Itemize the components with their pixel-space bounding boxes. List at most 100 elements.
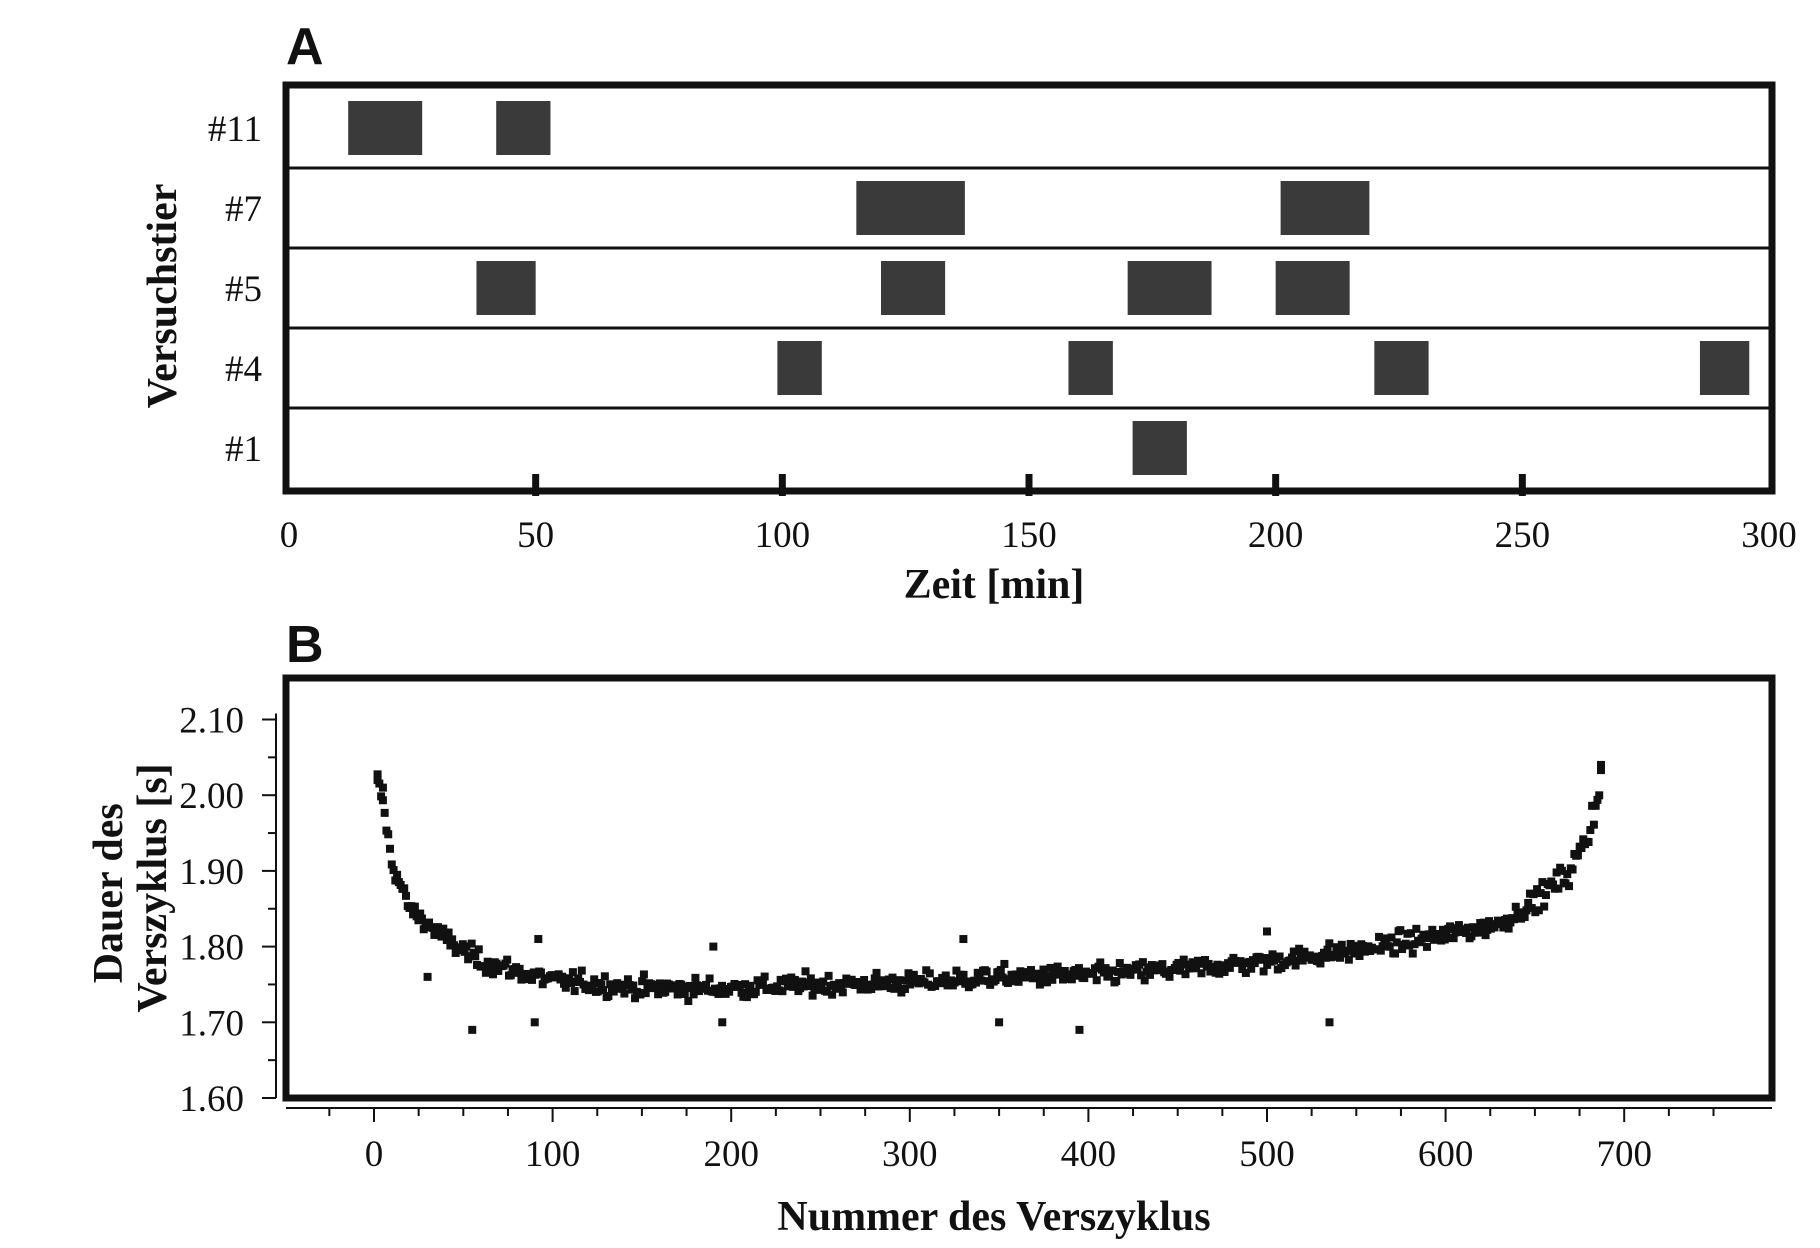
data-point — [725, 987, 734, 996]
data-point — [1428, 925, 1437, 934]
data-point — [1046, 963, 1055, 972]
data-point — [1392, 938, 1401, 947]
x-tick-label: 150 — [1001, 515, 1057, 556]
data-point — [1009, 977, 1018, 986]
data-point — [629, 981, 638, 990]
data-point — [1382, 934, 1391, 943]
data-point — [570, 987, 579, 996]
y-tick-label: 2.00 — [179, 776, 244, 817]
x-tick-label: 100 — [525, 1134, 581, 1175]
data-point — [1300, 947, 1309, 956]
data-point — [1478, 923, 1487, 932]
data-point — [1398, 945, 1407, 954]
data-point — [1039, 965, 1048, 974]
data-point — [1538, 878, 1547, 887]
y-tick-label: 2.10 — [179, 701, 244, 742]
data-point — [460, 947, 469, 956]
data-point — [515, 964, 524, 973]
data-point — [1275, 952, 1284, 961]
data-point — [925, 969, 934, 978]
data-point — [1511, 902, 1520, 911]
data-point — [1463, 923, 1472, 932]
data-point — [506, 971, 515, 980]
data-point — [714, 989, 723, 998]
x-tick-label: 200 — [1248, 515, 1304, 556]
data-point — [1325, 939, 1334, 948]
x-tick-label: 700 — [1596, 1134, 1652, 1175]
data-point — [631, 994, 640, 1003]
data-point — [1158, 960, 1167, 969]
data-point — [1557, 866, 1566, 875]
data-point — [1479, 918, 1488, 927]
data-point — [801, 967, 810, 976]
data-point — [590, 975, 599, 984]
data-point — [528, 975, 537, 984]
data-point — [952, 966, 961, 975]
panel-a-bouts — [348, 101, 1750, 475]
data-point — [1323, 945, 1332, 954]
data-point — [1462, 928, 1471, 937]
data-point — [1014, 977, 1023, 986]
data-point — [1289, 947, 1298, 956]
row-label: #1 — [225, 429, 262, 470]
data-point — [1375, 932, 1384, 941]
x-tick-label: 300 — [1741, 515, 1797, 556]
data-point — [1268, 950, 1277, 959]
x-tick-label: 200 — [703, 1134, 759, 1175]
data-point — [1474, 928, 1483, 937]
data-point — [417, 914, 426, 923]
data-point — [568, 968, 577, 977]
data-point — [805, 978, 814, 987]
data-point — [1101, 964, 1110, 973]
data-point — [1337, 940, 1346, 949]
data-point — [860, 975, 869, 984]
data-point — [1504, 924, 1513, 933]
data-point — [1089, 969, 1098, 978]
data-point — [520, 975, 529, 984]
data-point — [684, 997, 693, 1006]
row-label: #11 — [208, 109, 262, 150]
data-point — [593, 987, 602, 996]
panel-b-chart: B 1.60 1.70 1.80 1.90 2.00 2.10 0 100 200 300 400… — [86, 616, 1776, 1240]
data-point — [735, 980, 744, 989]
data-point — [419, 925, 428, 934]
data-point — [597, 980, 606, 989]
data-point — [1080, 974, 1089, 983]
data-point — [1422, 942, 1431, 951]
data-point — [600, 972, 609, 981]
data-point — [577, 966, 586, 975]
data-point — [636, 990, 645, 999]
data-point — [1112, 976, 1121, 985]
bout-bar — [1127, 261, 1212, 315]
data-point — [1385, 942, 1394, 951]
data-point — [868, 980, 877, 989]
data-point — [416, 909, 425, 918]
data-point — [954, 977, 963, 986]
data-point — [1138, 958, 1147, 967]
data-point — [1330, 952, 1339, 961]
data-point — [856, 985, 865, 994]
data-point — [1075, 1025, 1084, 1034]
data-point — [1288, 953, 1297, 962]
data-point — [1025, 970, 1034, 979]
bout-bar — [1280, 181, 1370, 235]
data-point — [973, 968, 982, 977]
data-point — [384, 830, 393, 839]
data-point — [1225, 963, 1234, 972]
data-point — [742, 993, 751, 1002]
data-point — [1563, 870, 1572, 879]
data-point — [387, 860, 396, 869]
data-point — [1035, 980, 1044, 989]
data-point — [433, 923, 442, 932]
data-point — [1334, 948, 1343, 957]
data-point — [373, 776, 382, 785]
row-label: #7 — [225, 189, 262, 230]
data-point — [1321, 953, 1330, 962]
data-point — [1355, 952, 1364, 961]
data-point — [1351, 942, 1360, 951]
data-point — [1179, 955, 1188, 964]
data-point — [758, 979, 767, 988]
data-point — [588, 983, 597, 992]
data-point — [1343, 946, 1352, 955]
data-point — [822, 987, 831, 996]
